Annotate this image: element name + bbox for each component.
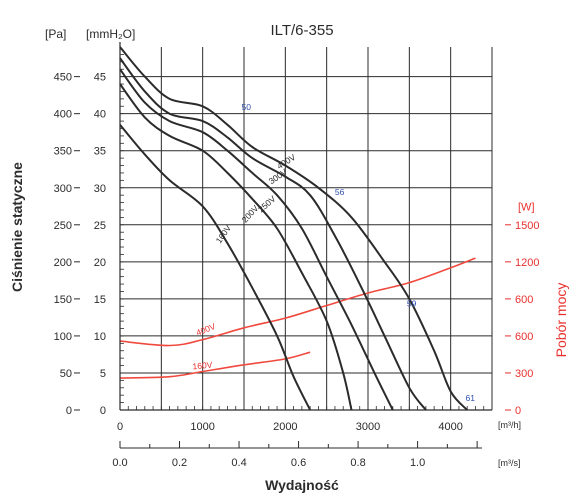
efficiency-label: 56	[335, 187, 345, 197]
efficiency-label: 61	[466, 393, 476, 403]
mmh2o-tick-label: 15	[94, 294, 106, 306]
pa-tick-label: 150	[54, 294, 72, 306]
mmh2o-tick-label: 25	[94, 220, 106, 232]
pressure-curve-200v	[119, 83, 353, 411]
w-tick-label: 300	[515, 368, 533, 380]
pa-tick-label: 200	[54, 257, 72, 269]
pa-tick-label: 50	[60, 368, 72, 380]
m3s-tick-label: 0.8	[350, 457, 365, 469]
left-axis-title: Ciśnienie statyczne	[9, 162, 25, 292]
m3h-tick-label: 4000	[438, 421, 462, 433]
mmh2o-unit-label: [mmH₂O]	[86, 27, 135, 41]
chart-title: ILT/6-355	[270, 22, 333, 39]
pressure-curves	[119, 46, 468, 411]
pressure-curve-300v	[119, 57, 427, 411]
w-tick-label: 1200	[515, 257, 539, 269]
w-tick-label: 600	[515, 331, 533, 343]
pa-tick-label: 100	[54, 331, 72, 343]
m3s-unit-label: [m³/s]	[498, 458, 521, 468]
curve-label: 160V	[192, 360, 213, 372]
x-axis-title: Wydajność	[265, 477, 339, 493]
m3h-tick-label: 0	[117, 421, 123, 433]
mmh2o-tick-label: 0	[100, 405, 106, 417]
axes: 0501001502002503003504004500510152025303…	[54, 42, 539, 469]
m3h-unit-label: [m³/h]	[498, 420, 521, 430]
pressure-curve-400v	[119, 46, 468, 411]
pa-tick-label: 450	[54, 72, 72, 84]
power-curve-400v	[119, 257, 476, 347]
power-curves	[119, 257, 476, 379]
pa-tick-label: 400	[54, 109, 72, 121]
pa-tick-label: 0	[66, 405, 72, 417]
efficiency-label: 50	[242, 102, 252, 112]
pa-tick-label: 350	[54, 146, 72, 158]
mmh2o-tick-label: 45	[94, 72, 106, 84]
pa-tick-label: 300	[54, 183, 72, 195]
m3s-tick-label: 0.6	[291, 457, 306, 469]
m3s-tick-label: 0.0	[112, 457, 127, 469]
grid	[120, 47, 493, 410]
w-unit-label: [W]	[518, 201, 535, 213]
efficiency-label: 59	[407, 298, 417, 308]
efficiency-marks: 50 56 59 61	[242, 102, 476, 403]
curve-label: 250V	[256, 193, 278, 214]
m3h-tick-label: 1000	[190, 421, 214, 433]
pressure-curve-160v	[119, 124, 312, 411]
mmh2o-tick-label: 10	[94, 331, 106, 343]
minor-ticks	[119, 54, 493, 411]
curve-label: 400V	[275, 152, 297, 171]
mmh2o-tick-label: 30	[94, 183, 106, 195]
power-curve-160v	[119, 351, 311, 379]
curve-label: 400V	[195, 321, 217, 338]
pa-tick-label: 250	[54, 220, 72, 232]
w-tick-label: 600	[515, 294, 533, 306]
m3s-tick-label: 1.0	[410, 457, 425, 469]
mmh2o-tick-label: 20	[94, 257, 106, 269]
pressure-curve-250v	[119, 68, 394, 411]
mmh2o-tick-label: 5	[100, 368, 106, 380]
w-tick-label: 0	[515, 405, 521, 417]
m3h-tick-label: 2000	[273, 421, 297, 433]
m3s-tick-label: 0.4	[231, 457, 246, 469]
pa-unit-label: [Pa]	[45, 27, 66, 41]
mmh2o-tick-label: 35	[94, 146, 106, 158]
right-axis-title: Pobór mocy	[553, 283, 569, 358]
m3h-tick-label: 3000	[356, 421, 380, 433]
w-tick-label: 1500	[515, 220, 539, 232]
m3s-tick-label: 0.2	[172, 457, 187, 469]
mmh2o-tick-label: 40	[94, 109, 106, 121]
